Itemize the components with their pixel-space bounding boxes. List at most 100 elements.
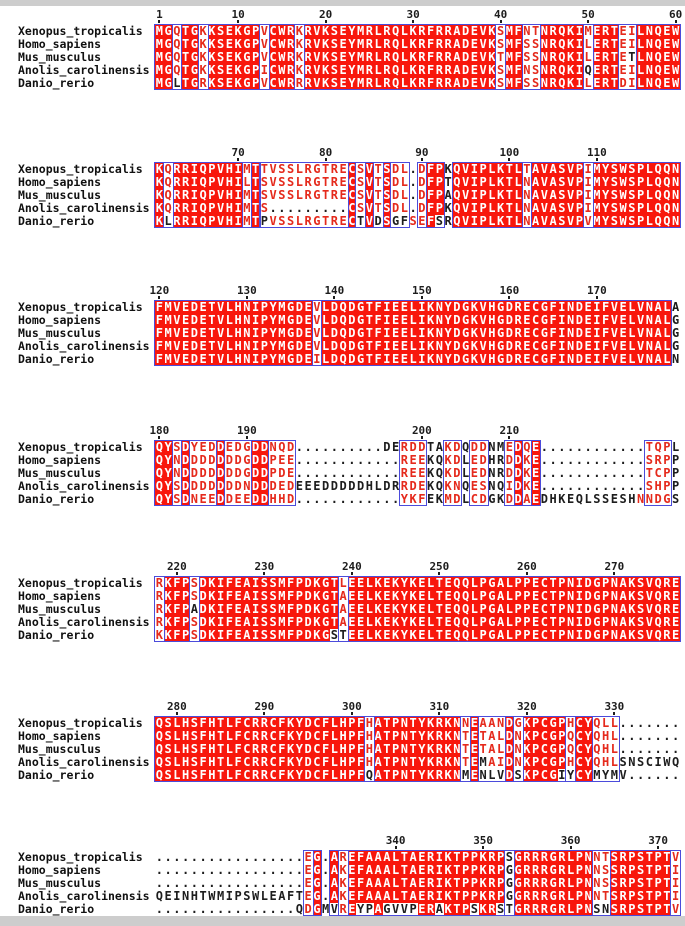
residue-cell: K <box>426 326 435 340</box>
ruler-tick-dot <box>324 158 327 161</box>
residue-cell: P <box>653 863 663 877</box>
residue-cell: D <box>453 453 461 467</box>
residue-cell: I <box>382 326 392 340</box>
residue-cell: . <box>654 729 662 743</box>
residue-cell: R <box>548 63 558 77</box>
residue-cell: G <box>592 602 602 616</box>
residue-cell: K <box>391 628 400 642</box>
residue-cell: S <box>260 175 268 189</box>
residue-cell: W <box>618 188 628 202</box>
residue-cell: K <box>207 615 217 629</box>
residue-cell: L <box>505 576 514 590</box>
residue-cell: N <box>645 313 654 327</box>
residue-cell: V <box>313 300 321 314</box>
residue-cell: . <box>593 479 601 493</box>
residue-cell: I <box>470 188 479 202</box>
residue-cell: R <box>618 850 628 864</box>
residue-cell: . <box>234 876 242 890</box>
residue-cell: Q <box>575 492 583 506</box>
residue-cell: G <box>540 326 549 340</box>
ruler-tick-number: 190 <box>236 424 257 437</box>
residue-cell: . <box>610 453 618 467</box>
residue-cell: R <box>304 188 312 202</box>
residue-cell: I <box>435 850 444 864</box>
residue-cell: I <box>251 300 260 314</box>
residue-cell: A <box>548 188 558 202</box>
residue-cell: F <box>198 755 208 769</box>
residue-cell: M <box>155 24 164 38</box>
residue-cell: E <box>470 768 479 782</box>
residue-cell: E <box>198 352 208 366</box>
residue-cell: E <box>671 589 680 603</box>
residue-cell: K <box>522 755 532 769</box>
residue-cell: P <box>636 214 645 228</box>
residue-cell: . <box>287 201 295 215</box>
residue-cell: E <box>225 63 234 77</box>
residue-cell: P <box>461 863 470 877</box>
residue-cell: Q <box>155 889 163 903</box>
residue-cell: S <box>190 768 199 782</box>
residue-cell: D <box>540 492 548 506</box>
residue-cell: Y <box>417 729 427 743</box>
residue-cell: I <box>497 755 505 769</box>
residue-cell: E <box>199 492 207 506</box>
residue-cell: E <box>295 479 303 493</box>
residue-cell: N <box>242 313 252 327</box>
residue-cell: T <box>408 768 418 782</box>
residue-cell: M <box>243 162 251 176</box>
residue-cell: D <box>583 615 593 629</box>
residue-cell: F <box>513 37 523 51</box>
residue-cell: Y <box>268 300 278 314</box>
residue-cell: V <box>610 313 619 327</box>
residue-cell: A <box>382 863 392 877</box>
residue-cell: D <box>505 742 514 756</box>
residue-cell: N <box>566 313 575 327</box>
residue-cell: K <box>408 63 418 77</box>
ruler-tick-dot <box>420 158 423 161</box>
residue-cell: G <box>383 902 391 916</box>
residue-cell: E <box>417 628 427 642</box>
residue-cell: H <box>487 326 497 340</box>
residue-cell: H <box>225 214 234 228</box>
residue-cell: T <box>435 576 444 590</box>
residue-cell: R <box>601 63 610 77</box>
residue-cell: . <box>225 850 233 864</box>
residue-cell: Y <box>601 175 610 189</box>
residue-cell: P <box>513 576 523 590</box>
residue-cell: L <box>462 492 470 506</box>
residue-cell: . <box>322 889 330 903</box>
residue-cell: R <box>522 902 532 916</box>
residue-cell: S <box>260 615 269 629</box>
residue-cell: D <box>575 313 584 327</box>
residue-cell: E <box>417 576 427 590</box>
residue-cell: V <box>636 326 645 340</box>
residue-cell: A <box>408 889 418 903</box>
residue-cell: S <box>602 863 610 877</box>
residue-cell: N <box>435 313 444 327</box>
residue-cell: F <box>225 602 234 616</box>
residue-cell: V <box>461 214 470 228</box>
residue-cell: D <box>418 188 426 202</box>
residue-cell: A <box>531 188 540 202</box>
residue-cell: F <box>601 300 610 314</box>
residue-cell: Q <box>653 589 663 603</box>
residue-cell: D <box>505 755 514 769</box>
residue-cell: L <box>566 889 575 903</box>
residue-cell: N <box>583 850 593 864</box>
residue-cell: T <box>505 201 514 215</box>
residue-cell: T <box>207 326 217 340</box>
ruler-tick-dot <box>595 158 598 161</box>
residue-cell: D <box>505 339 514 353</box>
residue-cell: H <box>190 889 198 903</box>
residue-cell: K <box>373 615 383 629</box>
sequence-area: 340 350 360 370................. E G. A R E F A A A L… <box>155 834 682 916</box>
residue-cell: R <box>618 876 628 890</box>
residue-cell: P <box>260 214 268 228</box>
residue-cell: E <box>208 492 216 506</box>
residue-cell: K <box>427 453 435 467</box>
residue-cell: C <box>268 742 278 756</box>
